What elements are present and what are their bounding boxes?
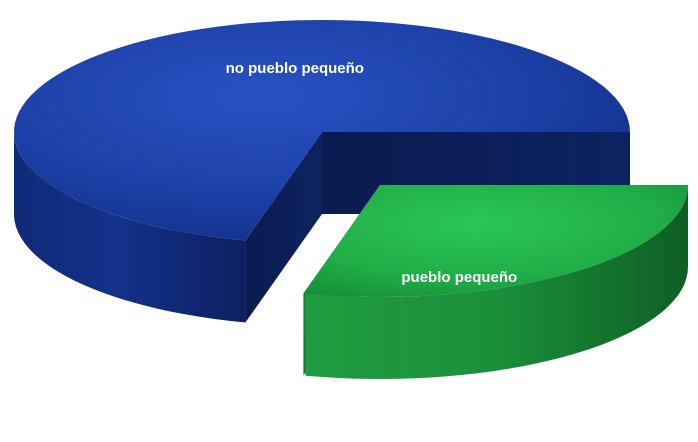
slice-top-face — [14, 20, 631, 241]
slice-cut-face — [245, 132, 322, 323]
labels-layer: no pueblo pequeño pueblo pequeño — [226, 60, 518, 286]
slice-side-wall — [14, 133, 246, 323]
slice-top-face — [303, 185, 688, 297]
label-no-pueblo-pequeno: no pueblo pequeño — [226, 60, 364, 77]
pie-slice-pueblo-pequeno — [303, 185, 688, 379]
label-pueblo-pequeno: pueblo pequeño — [401, 269, 517, 286]
slice-side-wall — [305, 185, 688, 379]
slices-layer — [14, 20, 688, 379]
